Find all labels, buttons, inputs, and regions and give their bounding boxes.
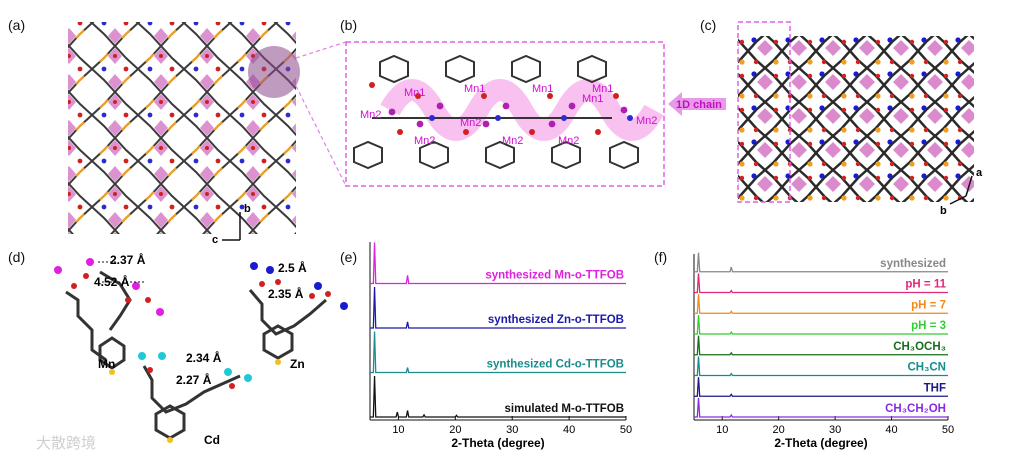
axis-b-label-c: b bbox=[940, 205, 947, 217]
xrd-series-line bbox=[694, 335, 948, 356]
mn-distance-2: 4.52 Å bbox=[94, 274, 130, 289]
xrd-series-line bbox=[694, 397, 948, 418]
panel-f-label: (f) bbox=[654, 249, 667, 265]
xrd-series-label: pH = 7 bbox=[911, 299, 946, 311]
cd-distance-2: 2.27 Å bbox=[176, 372, 212, 387]
label-mn2-3: Mn2 bbox=[460, 117, 481, 129]
xrd-series-label: simulated M-o-TTFOB bbox=[505, 403, 624, 415]
xrd-chart-f: 10 20 30 40 50 2-Theta (degree) synthesized pH … bbox=[693, 252, 954, 450]
xrd-series-line bbox=[694, 356, 948, 377]
axes-icon-a: b c bbox=[212, 203, 251, 246]
x-tick-label: 50 bbox=[942, 424, 954, 436]
x-tick-label: 20 bbox=[773, 424, 785, 436]
xrd-series-line bbox=[694, 252, 948, 273]
x-tick-label: 40 bbox=[885, 424, 897, 436]
x-tick-label: 10 bbox=[716, 424, 728, 436]
highlight-circle bbox=[248, 46, 300, 98]
xrd-series-line bbox=[370, 376, 626, 418]
cd-coordination: 2.34 Å 2.27 Å Cd bbox=[138, 350, 252, 447]
label-mn2-4: Mn2 bbox=[502, 135, 523, 147]
panel-a-label: (a) bbox=[8, 17, 25, 33]
label-mn1-5: Mn1 bbox=[582, 93, 603, 105]
xrd-series-label: synthesized Zn-o-TTFOB bbox=[488, 314, 624, 326]
xrd-chart-e: 10 20 30 40 50 2-Theta (degree) synthesized Mn… bbox=[369, 242, 632, 450]
xrd-series-label: THF bbox=[924, 382, 946, 394]
xrd-series-label: synthesized bbox=[880, 258, 946, 270]
xrd-series-line bbox=[694, 273, 948, 294]
zn-distance-2: 2.35 Å bbox=[268, 286, 304, 301]
axes-icon-c: a b bbox=[940, 167, 983, 217]
xrd-series-label: synthesized Cd-o-TTFOB bbox=[487, 359, 624, 371]
xrd-series-label: pH = 11 bbox=[905, 279, 946, 291]
mn-name: Mn bbox=[98, 357, 115, 371]
zn-coordination: 2.5 Å 2.35 Å Zn bbox=[248, 260, 348, 371]
zn-name: Zn bbox=[290, 357, 305, 371]
xrd-series-line bbox=[694, 294, 948, 314]
x-axis-title: 2-Theta (degree) bbox=[774, 436, 867, 450]
label-mn2-6: Mn2 bbox=[636, 115, 657, 127]
label-mn1-1: Mn1 bbox=[404, 87, 425, 99]
zoom-line-bottom bbox=[295, 85, 347, 187]
label-mn2-1: Mn2 bbox=[360, 109, 381, 121]
chain-arrow-label: 1D chain bbox=[676, 99, 722, 111]
chain-selection-box bbox=[737, 21, 791, 203]
zoom-line-top bbox=[295, 41, 347, 59]
xrd-series-label: CH₃OCH₃ bbox=[893, 341, 946, 353]
xrd-series-line bbox=[694, 377, 948, 397]
cd-name: Cd bbox=[204, 433, 220, 447]
xrd-series-label: synthesized Mn-o-TTFOB bbox=[485, 270, 624, 282]
xrd-series-line bbox=[694, 314, 948, 335]
x-tick-label: 30 bbox=[829, 424, 841, 436]
x-tick-label: 20 bbox=[449, 424, 461, 436]
x-tick-label: 50 bbox=[620, 424, 632, 436]
label-mn1-2: Mn1 bbox=[464, 83, 485, 95]
mn-distance-1: 2.37 Å bbox=[110, 252, 146, 267]
chain-atom-labels: Mn1 Mn1 Mn1 Mn1 Mn1 Mn2 Mn2 Mn2 Mn2 Mn2 … bbox=[360, 83, 657, 147]
label-mn1-3: Mn1 bbox=[532, 83, 553, 95]
mof-lattice-c bbox=[738, 36, 974, 202]
x-tick-label: 40 bbox=[563, 424, 575, 436]
chain-arrow: 1D chain bbox=[668, 92, 726, 116]
panel-c-label: (c) bbox=[700, 17, 716, 33]
xrd-series-label: CH₃CH₂OH bbox=[885, 403, 946, 415]
axis-c-label: c bbox=[212, 234, 218, 246]
label-mn2-5: Mn2 bbox=[558, 135, 579, 147]
x-axis-title: 2-Theta (degree) bbox=[451, 436, 544, 450]
axis-a-label: a bbox=[976, 167, 983, 179]
cd-distance-1: 2.34 Å bbox=[186, 350, 222, 365]
mn-coordination: 2.37 Å 4.52 Å Mn bbox=[54, 252, 164, 375]
watermark: 大散跨境 bbox=[36, 434, 96, 452]
xrd-series-line bbox=[370, 287, 626, 329]
chain-box bbox=[345, 41, 665, 187]
axis-b-label: b bbox=[244, 203, 251, 215]
xrd-series-line bbox=[370, 331, 626, 374]
x-tick-label: 10 bbox=[392, 424, 404, 436]
xrd-series-line bbox=[370, 242, 626, 285]
panel-b-label: (b) bbox=[340, 17, 357, 33]
chain-structure bbox=[353, 54, 664, 170]
panel-e-label: (e) bbox=[340, 249, 357, 265]
x-tick-label: 30 bbox=[506, 424, 518, 436]
label-mn2-2: Mn2 bbox=[414, 135, 435, 147]
xrd-series-label: CH₃CN bbox=[907, 362, 946, 374]
zn-distance-1: 2.5 Å bbox=[278, 260, 307, 275]
label-mn1-4: Mn1 bbox=[592, 83, 613, 95]
xrd-series-label: pH = 3 bbox=[911, 320, 946, 332]
panel-d-label: (d) bbox=[8, 249, 25, 265]
